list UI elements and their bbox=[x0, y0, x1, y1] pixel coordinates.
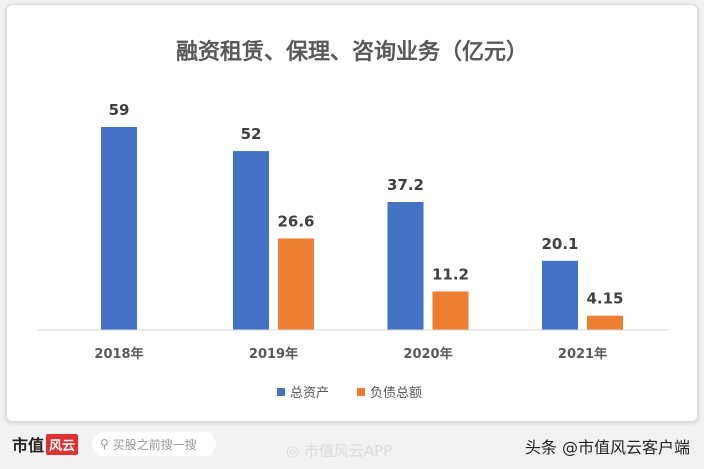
bar-1-1 bbox=[278, 238, 314, 330]
bar-0-2 bbox=[387, 202, 424, 330]
data-label: 20.1 bbox=[541, 235, 578, 253]
logo-badge: 风云 bbox=[46, 433, 79, 455]
weibo-text: 市值风云APP bbox=[303, 442, 393, 460]
data-label: 59 bbox=[109, 101, 130, 119]
x-tick-label: 2018年 bbox=[94, 346, 143, 362]
data-label: 11.2 bbox=[432, 265, 469, 283]
legend-label: 总资产 bbox=[290, 386, 329, 401]
data-label: 37.2 bbox=[387, 176, 424, 194]
legend-swatch bbox=[357, 388, 365, 396]
search-icon: ⚲ bbox=[100, 437, 109, 451]
weibo-watermark: ◎ 市值风云APP bbox=[286, 440, 392, 461]
search-placeholder: 买股之前搜一搜 bbox=[112, 437, 197, 452]
data-label: 26.6 bbox=[277, 212, 314, 230]
bar-1-2 bbox=[432, 291, 469, 330]
footer-bar: 市值 风云 ⚲ 买股之前搜一搜 ◎ 市值风云APP 头条 @市值风云客户端 bbox=[0, 420, 704, 469]
legend-swatch bbox=[277, 388, 285, 396]
x-tick-label: 2021年 bbox=[558, 346, 607, 362]
bar-0-1 bbox=[233, 151, 269, 330]
chart-card: 融资租赁、保理、咨询业务（亿元） 59 2018年 52 26.6 2019年 37.2 1… bbox=[6, 4, 698, 422]
x-tick-label: 2020年 bbox=[403, 346, 452, 362]
chart-title: 融资租赁、保理、咨询业务（亿元） bbox=[176, 39, 528, 65]
data-label: 4.15 bbox=[586, 290, 623, 308]
site-logo: 市值 风云 bbox=[12, 432, 79, 456]
bar-0-3 bbox=[542, 260, 578, 330]
logo-text: 市值 bbox=[12, 436, 45, 455]
bar-chart: 融资租赁、保理、咨询业务（亿元） 59 2018年 52 26.6 2019年 37.2 1… bbox=[38, 39, 669, 401]
weibo-icon: ◎ bbox=[286, 442, 300, 460]
data-label: 52 bbox=[241, 125, 262, 143]
search-input[interactable]: ⚲ 买股之前搜一搜 bbox=[92, 432, 216, 456]
bar-1-3 bbox=[587, 315, 623, 330]
bar-0-0 bbox=[101, 127, 137, 330]
x-tick-label: 2019年 bbox=[249, 346, 298, 362]
legend-label: 负债总额 bbox=[370, 386, 422, 401]
toutiao-credit: 头条 @市值风云客户端 bbox=[524, 438, 690, 457]
